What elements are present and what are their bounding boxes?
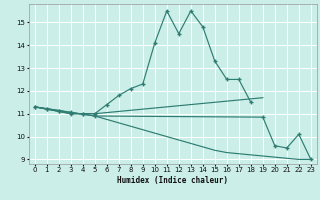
X-axis label: Humidex (Indice chaleur): Humidex (Indice chaleur) <box>117 176 228 185</box>
